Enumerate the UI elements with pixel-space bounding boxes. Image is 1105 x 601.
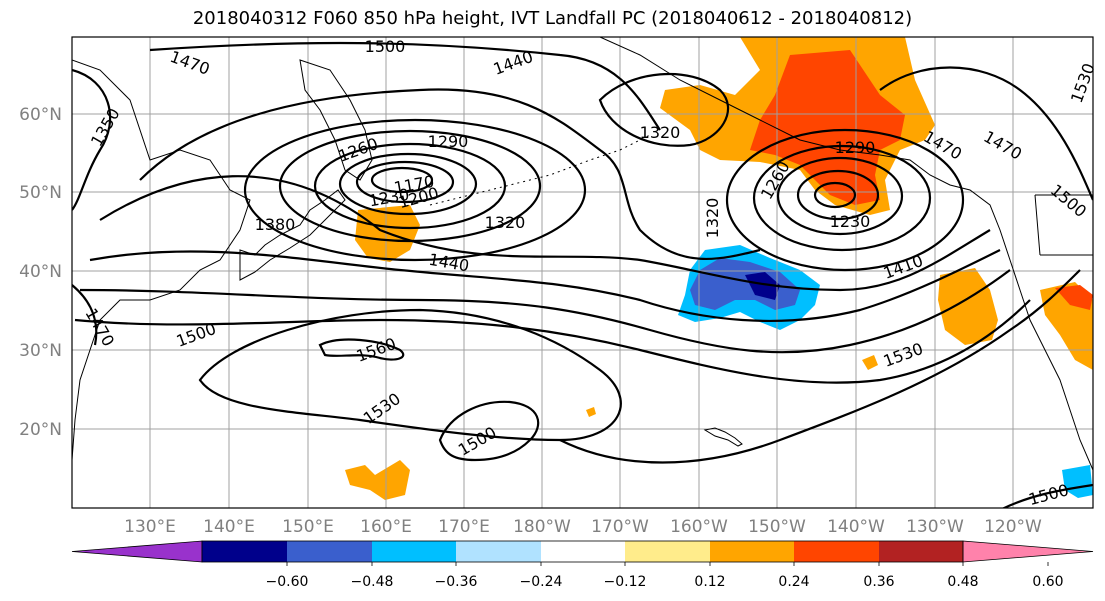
map-title: 2018040312 F060 850 hPa height, IVT Land…: [192, 8, 913, 29]
contour-low2-a: [813, 181, 857, 209]
latitude-tick-label: 40°N: [19, 262, 62, 282]
contour-low1-a: [370, 166, 434, 194]
shade-alaska-inner: [750, 50, 905, 205]
colorbar-tick-label: −0.60: [266, 574, 309, 590]
coast-hawaii: [703, 427, 743, 447]
contour-low1-c: [338, 152, 478, 216]
longitude-tick-label: 130°W: [906, 517, 964, 537]
longitude-tick-label: 170°W: [591, 517, 649, 537]
colorbar-segment: [541, 541, 625, 562]
contour-high-2: [318, 338, 405, 361]
colorbar-tick-label: 0.60: [1032, 574, 1063, 590]
shade-california: [938, 268, 998, 345]
contour-band-5: [74, 299, 1031, 384]
contour-sw-1: [1001, 483, 1093, 508]
contour-band-3: [89, 249, 1001, 322]
contour-north-2: [149, 41, 661, 131]
longitude-tick-label: 120°W: [984, 517, 1042, 537]
colorbar-tick-label: −0.12: [604, 574, 647, 590]
contour-label: 1290: [428, 132, 469, 151]
gridlines: [72, 37, 1093, 508]
longitude-tick-label: 140°W: [827, 517, 885, 537]
coast-japan: [239, 189, 346, 281]
contour-low2-b: [796, 169, 880, 221]
contour-label: 1380: [255, 215, 296, 234]
contour-low1-f: [243, 118, 587, 262]
colorbar-labels: −0.60 −0.48 −0.36 −0.24 −0.12 0.12 0.24 0.36 0.4…: [266, 562, 1064, 590]
contour-north-1: [598, 72, 730, 147]
contour-low2-d: [752, 144, 932, 252]
colorbar-tick-label: 0.24: [778, 574, 809, 590]
latitude-labels: 20°N 30°N 40°N 50°N 60°N: [19, 105, 62, 440]
colorbar-tick-label: −0.24: [520, 574, 563, 590]
colorbar-segment: [879, 541, 963, 562]
coast-asia: [72, 59, 251, 461]
coast-aleutians: [429, 134, 651, 206]
shade-california-core: [1055, 285, 1093, 310]
contour-low1-b: [355, 160, 455, 204]
colorbar-segment: [287, 541, 372, 562]
contour-band-1: [139, 88, 761, 260]
contour-low1-d: [313, 142, 507, 230]
contour-band-2: [99, 175, 991, 292]
contour-label: 1320: [640, 123, 681, 142]
colorbar-segment: [710, 541, 794, 562]
longitude-tick-label: 160°E: [360, 517, 412, 537]
colorbar: [71, 540, 1094, 563]
colorbar-tick-label: −0.36: [435, 574, 478, 590]
contour-north-3: [879, 66, 1093, 201]
contour-left-2: [72, 284, 98, 346]
shade-dot2: [862, 355, 878, 370]
contour-label: 1500: [365, 37, 406, 56]
contour-label: 1320: [703, 198, 722, 239]
contour-east-big: [559, 269, 1081, 464]
colorbar-tick-label: 0.36: [863, 574, 894, 590]
colorbar-tick-label: −0.48: [351, 574, 394, 590]
longitude-tick-label: 150°W: [748, 517, 806, 537]
longitude-tick-label: 180°W: [513, 517, 571, 537]
contour-label: 1230: [830, 212, 871, 231]
latitude-tick-label: 20°N: [19, 420, 62, 440]
colorbar-segment: [202, 541, 287, 562]
longitude-tick-label: 150°E: [282, 517, 334, 537]
coast-canada-border: [1010, 37, 1093, 256]
contour-high-1: [198, 308, 622, 442]
longitude-tick-label: 140°E: [203, 517, 255, 537]
colorbar-extend-low: [71, 540, 203, 563]
colorbar-segment: [372, 541, 456, 562]
colorbar-segment: [456, 541, 541, 562]
contour-band-4: [79, 269, 1011, 354]
latitude-tick-label: 60°N: [19, 105, 62, 125]
latitude-tick-label: 30°N: [19, 341, 62, 361]
colorbar-tick-label: 0.48: [947, 574, 978, 590]
contour-low2-c: [776, 156, 904, 236]
latitude-tick-label: 50°N: [19, 183, 62, 203]
colorbar-outline: [201, 540, 964, 563]
longitude-tick-label: 130°E: [124, 517, 176, 537]
contour-label: 1290: [835, 138, 876, 157]
contour-low2-e: [725, 128, 965, 272]
shade-micronesia: [345, 460, 410, 500]
colorbar-segment: [794, 541, 879, 562]
colorbar-extend-high: [962, 540, 1094, 563]
map-frame: [71, 36, 1094, 509]
longitude-tick-label: 160°W: [670, 517, 728, 537]
colorbar-tick-label: 0.12: [694, 574, 725, 590]
shade-neg-high: [745, 272, 780, 300]
longitude-tick-label: 170°E: [438, 517, 490, 537]
contour-label: 1320: [485, 213, 526, 232]
height-contours: [72, 41, 1093, 508]
shade-dot1: [586, 407, 596, 417]
contour-left-1: [72, 68, 112, 211]
colorbar-segment: [625, 541, 710, 562]
contour-high-3: [438, 400, 540, 462]
longitude-labels: 130°E 140°E 150°E 160°E 170°E 180°W 170°W 160°W…: [124, 517, 1042, 537]
coast-kamchatka: [299, 59, 373, 181]
